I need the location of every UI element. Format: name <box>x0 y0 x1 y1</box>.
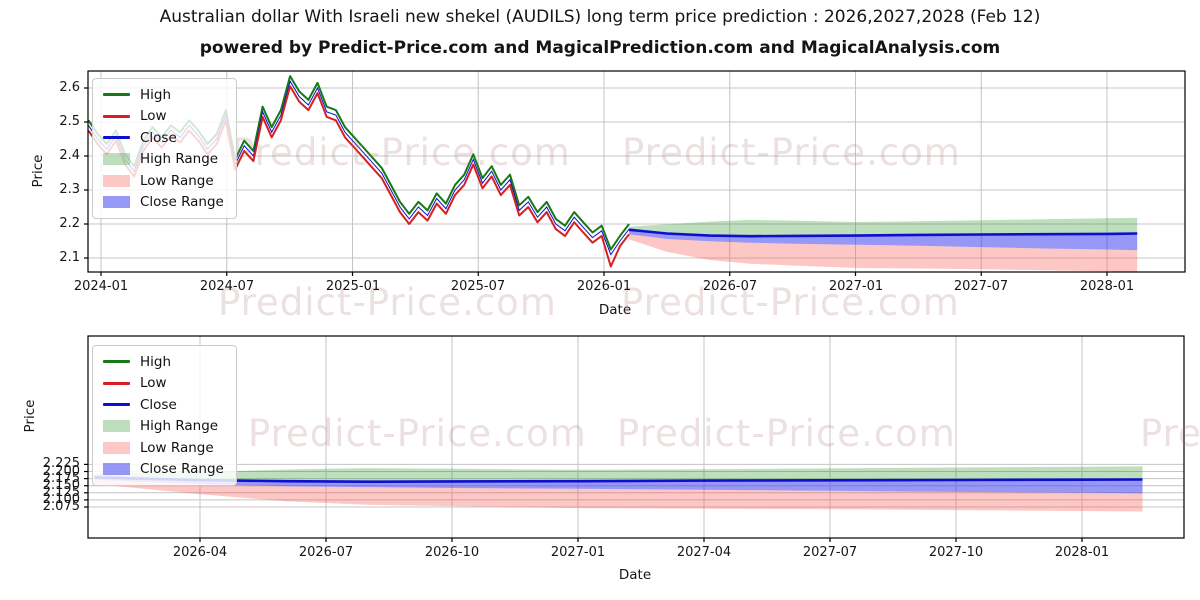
y-tick-label-2.4: 2.4 <box>59 148 80 163</box>
plot-area-long-term-history-and-forecast <box>84 70 1186 276</box>
x-tick-label-2025-01: 2025-01 <box>325 279 381 294</box>
legend-top-chart: High Low Close High Range Low Range Close Ran… <box>92 78 237 219</box>
legend-item-high: High <box>103 353 224 370</box>
close-range-band <box>629 228 1138 251</box>
legend-label: Low <box>140 375 167 391</box>
legend-label: High Range <box>140 151 219 167</box>
y-tick-label-2.200: 2.200 <box>42 464 80 479</box>
legend-item-low-range: Low Range <box>103 439 224 456</box>
y-tick-label-2.100: 2.100 <box>42 492 80 507</box>
y-tick-label-2.6: 2.6 <box>59 80 80 95</box>
y-tick-label-2.225: 2.225 <box>42 456 80 471</box>
legend-label: Low Range <box>140 172 214 189</box>
legend-item-close-range: Close Range <box>103 461 224 478</box>
close-range-band <box>94 474 1143 494</box>
legend-item-high-range: High Range <box>103 151 224 168</box>
y-tick-label-2.125: 2.125 <box>42 485 80 500</box>
legend-bottom-chart: High Low Close High Range Low Range Close Ran… <box>92 345 237 486</box>
legend-label: Low <box>140 108 167 124</box>
x-tick-label-2026-04: 2026-04 <box>172 545 228 560</box>
bottom-x-axis-label: Date <box>618 567 652 583</box>
top-x-axis-label: Date <box>598 302 632 318</box>
y-tick-label-2.2: 2.2 <box>59 216 80 231</box>
x-tick-label-2026-01: 2026-01 <box>576 279 632 294</box>
x-tick-label-2026-07: 2026-07 <box>702 279 758 294</box>
legend-label: High <box>140 353 172 370</box>
figure-title: Australian dollar With Israeli new sheke… <box>159 7 1041 27</box>
x-tick-label-2024-01: 2024-01 <box>73 279 129 294</box>
legend-label: Close <box>140 129 177 146</box>
legend-item-close: Close <box>103 396 224 413</box>
legend-line-swatch <box>103 403 130 406</box>
legend-line-swatch <box>103 381 130 385</box>
y-tick-label-2.3: 2.3 <box>59 182 80 197</box>
legend-line-swatch <box>103 114 130 118</box>
legend-item-high: High <box>103 86 224 103</box>
legend-line-swatch <box>103 136 130 139</box>
plot-frame <box>87 70 1186 273</box>
x-tick-label-2028-01: 2028-01 <box>1079 279 1135 294</box>
x-tick-label-2026-07: 2026-07 <box>298 545 354 560</box>
x-tick-label-2027-04: 2027-04 <box>676 545 732 560</box>
bottom-y-axis-label: Price <box>22 399 38 433</box>
legend-item-low-range: Low Range <box>103 172 224 189</box>
legend-label: Low Range <box>140 439 214 456</box>
legend-line-swatch <box>103 360 130 363</box>
legend-patch-swatch <box>103 463 130 475</box>
high-range-band <box>94 466 1143 482</box>
legend-item-low: Low <box>103 108 224 125</box>
low-range-band <box>629 234 1138 272</box>
legend-patch-swatch <box>103 441 130 454</box>
legend-item-close: Close <box>103 129 224 146</box>
y-tick-label-2.175: 2.175 <box>42 471 80 486</box>
legend-label: Close <box>140 396 177 413</box>
x-tick-label-2027-10: 2027-10 <box>928 545 984 560</box>
legend-label: Close Range <box>140 461 224 477</box>
legend-item-close-range: Close Range <box>103 194 224 211</box>
x-tick-label-2026-10: 2026-10 <box>424 545 480 560</box>
y-tick-label-2.1: 2.1 <box>59 250 80 265</box>
plot-frame <box>87 335 1185 539</box>
x-tick-label-2027-07: 2027-07 <box>953 279 1009 294</box>
x-tick-label-2028-01: 2028-01 <box>1054 545 1110 560</box>
close-forecast-line <box>94 476 1143 484</box>
close-forecast-line <box>628 228 1138 238</box>
legend-label: High Range <box>140 418 219 434</box>
legend-line-swatch <box>103 93 130 96</box>
y-tick-label-2.150: 2.150 <box>42 478 80 493</box>
legend-label: Close Range <box>140 194 224 210</box>
legend-label: High <box>140 86 172 103</box>
low-range-band <box>94 479 1143 512</box>
legend-patch-swatch <box>103 196 130 208</box>
x-tick-label-2025-07: 2025-07 <box>450 279 506 294</box>
x-tick-label-2027-01: 2027-01 <box>828 279 884 294</box>
figure-subtitle: powered by Predict-Price.com and Magical… <box>199 38 1001 58</box>
legend-patch-swatch <box>103 153 130 165</box>
plot-area-forecast-zoom-2026-2028 <box>84 335 1185 542</box>
x-tick-label-2027-07: 2027-07 <box>802 545 858 560</box>
y-tick-label-2.5: 2.5 <box>59 114 80 129</box>
x-tick-label-2027-01: 2027-01 <box>550 545 606 560</box>
legend-item-high-range: High Range <box>103 418 224 435</box>
legend-patch-swatch <box>103 420 130 432</box>
high-range-band <box>629 217 1138 236</box>
x-tick-label-2024-07: 2024-07 <box>199 279 255 294</box>
y-tick-label-2.075: 2.075 <box>42 499 80 514</box>
legend-patch-swatch <box>103 174 130 187</box>
legend-item-low: Low <box>103 375 224 392</box>
